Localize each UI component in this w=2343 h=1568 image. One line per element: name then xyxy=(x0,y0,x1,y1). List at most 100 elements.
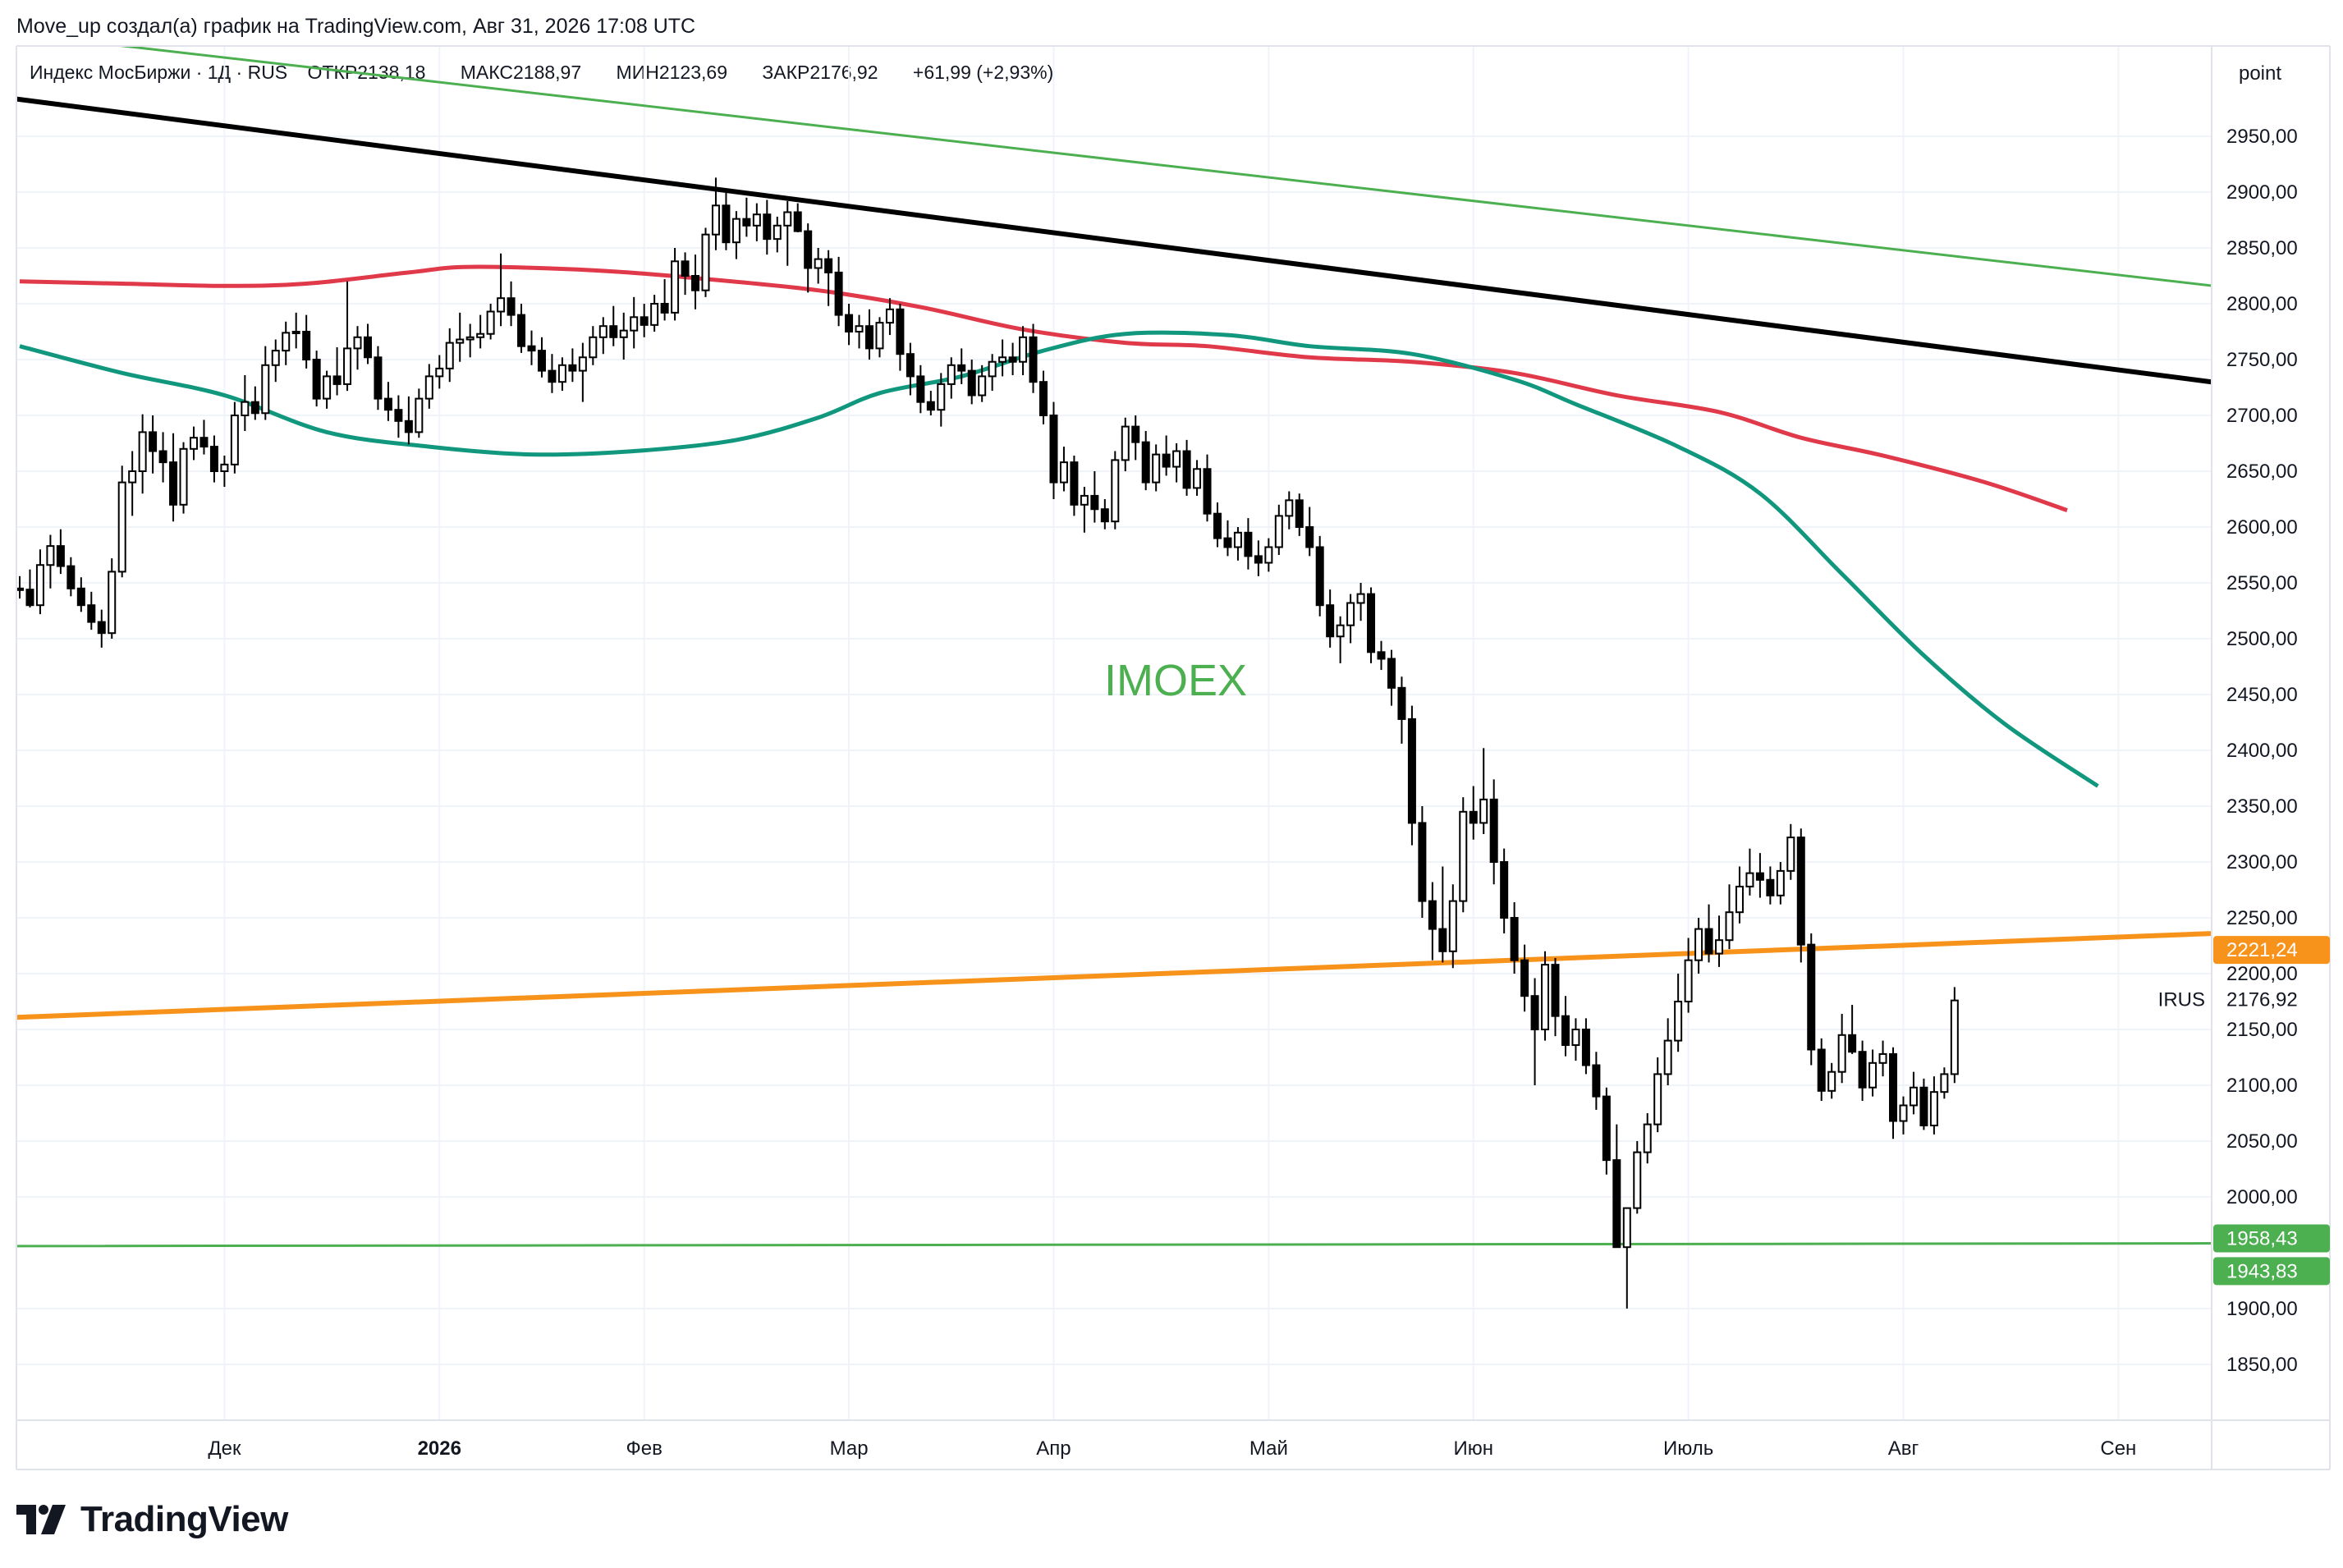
candle[interactable] xyxy=(578,342,587,402)
candle[interactable] xyxy=(1090,471,1099,523)
candle[interactable] xyxy=(1008,342,1017,376)
candle[interactable] xyxy=(1285,491,1294,530)
candle[interactable] xyxy=(650,295,659,332)
candle[interactable] xyxy=(1070,455,1079,516)
candle[interactable] xyxy=(56,529,65,575)
candle[interactable] xyxy=(731,211,740,259)
candle[interactable] xyxy=(1111,451,1120,530)
time-axis[interactable]: Дек 2026 Фев Мар Апр Май Июн Июль Авг Сен xyxy=(208,1437,2136,1460)
candle[interactable] xyxy=(66,557,76,597)
candle[interactable] xyxy=(250,386,259,420)
candle[interactable] xyxy=(1755,853,1764,898)
candle[interactable] xyxy=(947,357,956,399)
candle[interactable] xyxy=(1121,417,1130,471)
candle[interactable] xyxy=(189,426,198,461)
candle[interactable] xyxy=(353,326,362,370)
green-channel-top[interactable] xyxy=(16,34,2212,287)
candle[interactable] xyxy=(1899,1096,1908,1135)
candle[interactable] xyxy=(415,388,424,438)
candle[interactable] xyxy=(199,420,209,455)
candle[interactable] xyxy=(332,347,342,396)
candle[interactable] xyxy=(527,330,536,365)
candle[interactable] xyxy=(1295,493,1304,536)
candle[interactable] xyxy=(671,248,680,321)
candle[interactable] xyxy=(988,354,997,392)
price-axis[interactable]: 1850,00 1900,00 2000,00 2050,00 2100,00 2150,… xyxy=(2226,126,2298,1376)
candle[interactable] xyxy=(1592,1052,1601,1110)
candle[interactable] xyxy=(302,314,311,369)
candle[interactable] xyxy=(1326,589,1335,648)
candle[interactable] xyxy=(1489,779,1498,885)
candle[interactable] xyxy=(1039,370,1048,424)
candle[interactable] xyxy=(25,569,34,607)
candle[interactable] xyxy=(855,314,864,349)
candle[interactable] xyxy=(978,364,987,402)
candle[interactable] xyxy=(834,256,843,327)
candle[interactable] xyxy=(691,254,700,309)
candle[interactable] xyxy=(1581,1018,1590,1075)
candle[interactable] xyxy=(1940,1067,1949,1099)
candle[interactable] xyxy=(804,223,813,293)
candle[interactable] xyxy=(1878,1040,1887,1077)
candle[interactable] xyxy=(1141,431,1150,491)
candle[interactable] xyxy=(476,314,485,349)
candle[interactable] xyxy=(87,591,96,630)
candle[interactable] xyxy=(906,342,915,396)
candle[interactable] xyxy=(1950,987,1959,1084)
candle[interactable] xyxy=(1674,974,1683,1052)
candle[interactable] xyxy=(1315,535,1324,617)
candle[interactable] xyxy=(445,328,454,383)
candle[interactable] xyxy=(1100,499,1109,530)
candle[interactable] xyxy=(1541,951,1550,1041)
candle[interactable] xyxy=(814,248,823,284)
candle[interactable] xyxy=(76,577,85,612)
candle[interactable] xyxy=(282,321,291,365)
black-trendline[interactable] xyxy=(16,96,2212,385)
candle[interactable] xyxy=(1868,1049,1878,1097)
candle[interactable] xyxy=(763,199,772,255)
candle[interactable] xyxy=(609,305,618,346)
candle[interactable] xyxy=(486,304,495,340)
candle[interactable] xyxy=(783,200,792,266)
candles[interactable] xyxy=(16,177,1959,1309)
candle[interactable] xyxy=(1264,538,1273,572)
candle[interactable] xyxy=(517,304,526,353)
candle[interactable] xyxy=(885,298,894,336)
candle[interactable] xyxy=(220,455,229,488)
candle[interactable] xyxy=(793,203,802,232)
candle[interactable] xyxy=(1254,540,1263,576)
candle[interactable] xyxy=(1162,435,1171,476)
candle[interactable] xyxy=(1622,1207,1631,1309)
candle[interactable] xyxy=(967,360,976,405)
candle[interactable] xyxy=(711,177,720,250)
candle[interactable] xyxy=(291,312,300,349)
candle[interactable] xyxy=(1244,518,1253,570)
candle[interactable] xyxy=(1387,649,1396,706)
candle[interactable] xyxy=(261,346,270,420)
candle[interactable] xyxy=(701,227,710,297)
candle[interactable] xyxy=(1182,439,1191,496)
candle[interactable] xyxy=(241,375,250,432)
candle[interactable] xyxy=(557,357,566,392)
candle[interactable] xyxy=(568,348,577,383)
candle[interactable] xyxy=(722,192,731,250)
price-unit-button[interactable]: point xyxy=(2238,62,2282,85)
candle[interactable] xyxy=(1059,447,1068,492)
candle[interactable] xyxy=(1172,443,1181,483)
candle[interactable] xyxy=(1305,507,1314,557)
candle[interactable] xyxy=(1233,527,1242,561)
candle[interactable] xyxy=(1469,786,1478,840)
candle[interactable] xyxy=(1213,502,1222,548)
candle[interactable] xyxy=(1223,520,1232,557)
candle[interactable] xyxy=(1909,1071,1918,1115)
candle[interactable] xyxy=(1346,594,1355,644)
candle[interactable] xyxy=(957,348,966,384)
candle[interactable] xyxy=(271,339,280,383)
candle[interactable] xyxy=(456,312,465,362)
candle[interactable] xyxy=(1428,882,1437,961)
orange-support[interactable] xyxy=(16,931,2212,1020)
candle[interactable] xyxy=(1029,323,1038,393)
candle[interactable] xyxy=(589,326,598,365)
candle[interactable] xyxy=(845,304,854,346)
candle[interactable] xyxy=(1530,978,1539,1085)
